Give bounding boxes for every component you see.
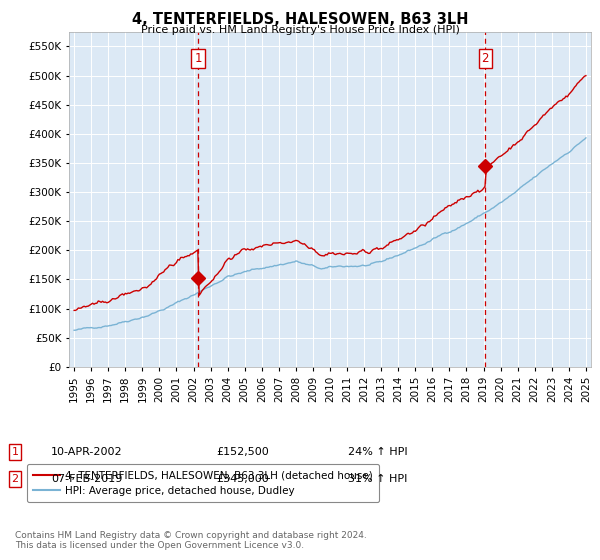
Text: 07-FEB-2019: 07-FEB-2019 xyxy=(51,474,122,484)
Text: 4, TENTERFIELDS, HALESOWEN, B63 3LH: 4, TENTERFIELDS, HALESOWEN, B63 3LH xyxy=(132,12,468,27)
Text: 10-APR-2002: 10-APR-2002 xyxy=(51,447,122,457)
Text: Contains HM Land Registry data © Crown copyright and database right 2024.
This d: Contains HM Land Registry data © Crown c… xyxy=(15,531,367,550)
Text: 2: 2 xyxy=(481,52,489,66)
Text: 31% ↑ HPI: 31% ↑ HPI xyxy=(348,474,407,484)
Legend: 4, TENTERFIELDS, HALESOWEN, B63 3LH (detached house), HPI: Average price, detach: 4, TENTERFIELDS, HALESOWEN, B63 3LH (det… xyxy=(27,464,379,502)
Text: Price paid vs. HM Land Registry's House Price Index (HPI): Price paid vs. HM Land Registry's House … xyxy=(140,25,460,35)
Text: £345,000: £345,000 xyxy=(216,474,269,484)
Text: 24% ↑ HPI: 24% ↑ HPI xyxy=(348,447,407,457)
Text: £152,500: £152,500 xyxy=(216,447,269,457)
Text: 2: 2 xyxy=(11,474,19,484)
Text: 1: 1 xyxy=(11,447,19,457)
Text: 1: 1 xyxy=(194,52,202,66)
